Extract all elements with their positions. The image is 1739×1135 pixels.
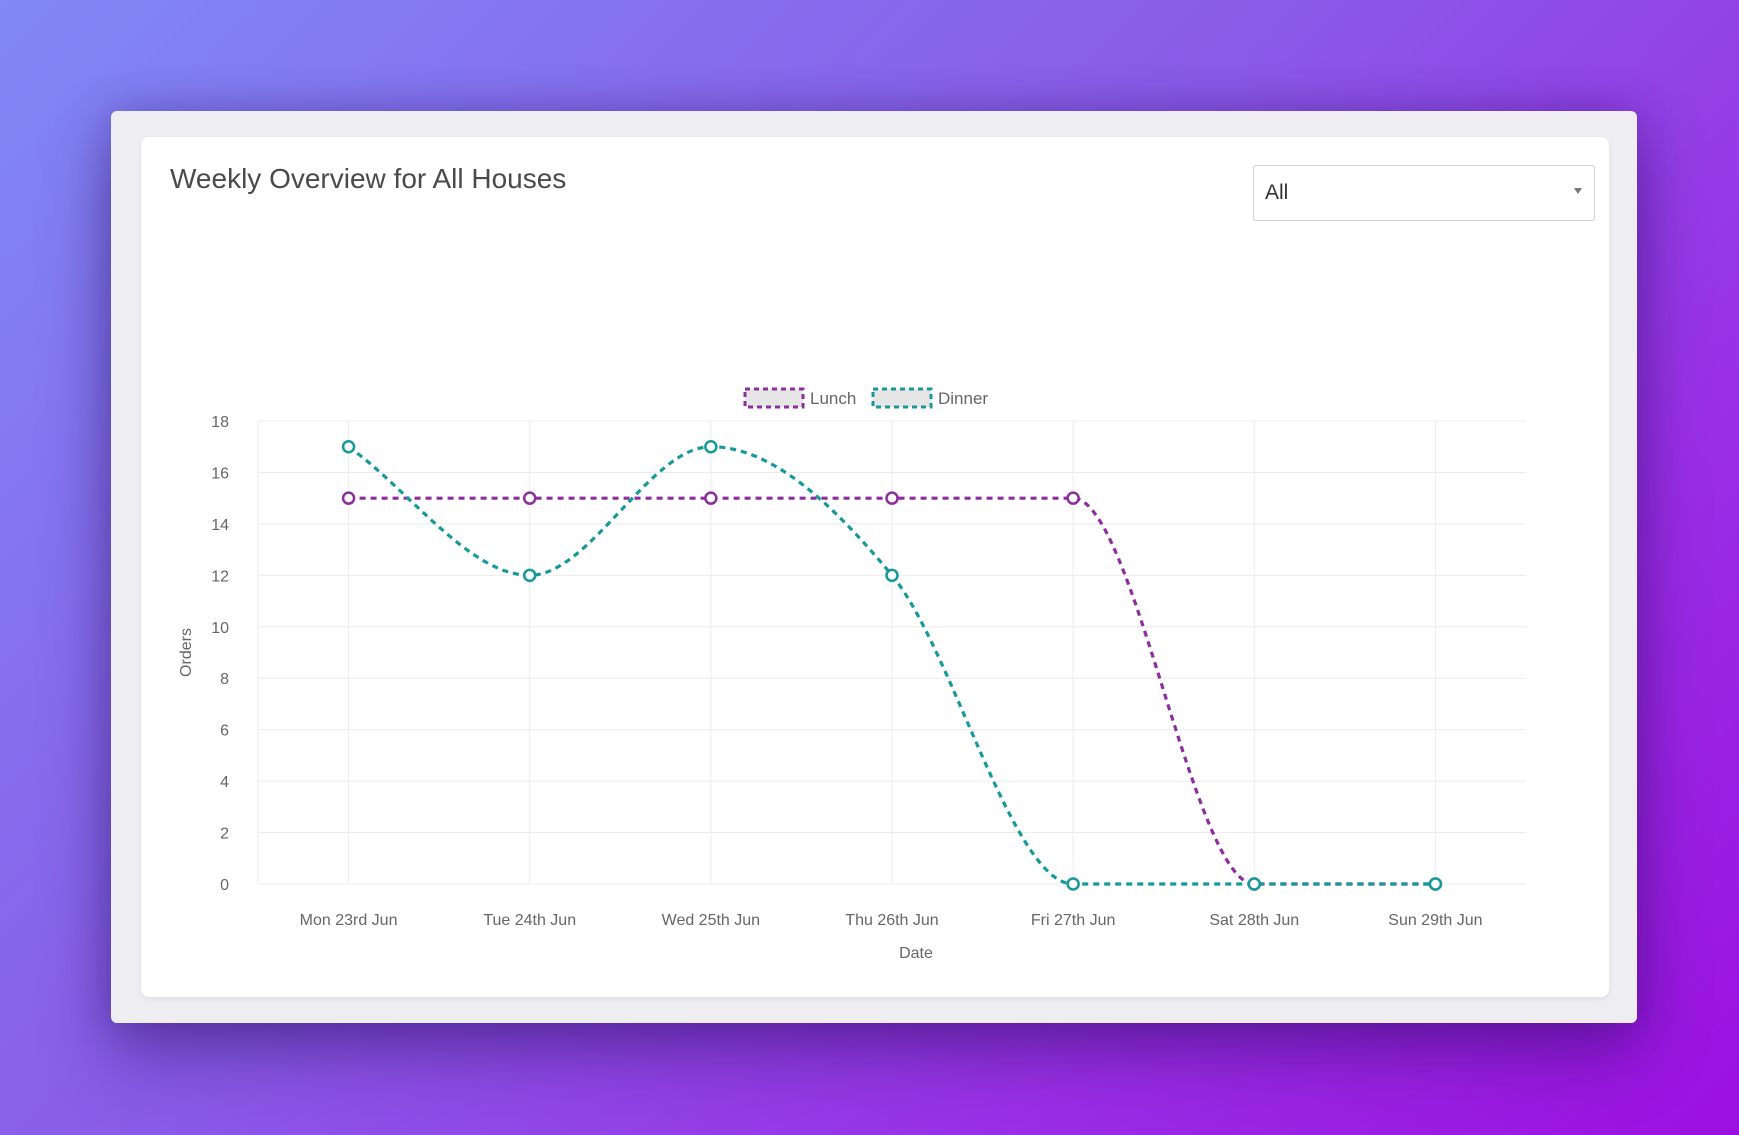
lunch-legend-label: Lunch [810,389,856,408]
y-axis-title: Orders [178,628,195,677]
dinner-data-point [885,568,899,583]
chart-legend: Lunch Dinner [743,387,988,409]
lunch-data-point [885,491,899,505]
y-tick-label: 2 [220,826,229,843]
x-tick-label: Tue 24th Jun [483,912,576,929]
chart-axes: 0 2 4 6 8 10 12 14 16 18 Mon 23rd Jun Tue 24th Jun W… [178,414,1483,962]
lunch-data-point [522,491,537,505]
lunch-data-point [341,491,356,505]
x-tick-label: Mon 23rd Jun [300,912,398,929]
dinner-data-point [704,439,718,454]
weekly-overview-card: Weekly Overview for All Houses All [141,137,1609,997]
y-tick-label: 8 [220,671,229,688]
y-tick-label: 0 [220,877,229,894]
y-tick-label: 10 [211,620,229,637]
lunch-data-point [1066,491,1080,505]
dinner-data-point [1428,877,1443,891]
x-tick-label: Sat 28th Jun [1209,912,1299,929]
y-tick-label: 12 [211,568,229,585]
lunch-legend-swatch [743,387,805,409]
dinner-data-point [341,439,356,454]
chevron-down-icon [1574,188,1582,194]
chart-grid [257,420,1526,885]
lunch-data-point [704,491,718,505]
y-tick-label: 4 [220,774,229,791]
x-tick-label: Thu 26th Jun [845,912,938,929]
chart-series [341,439,1443,891]
y-tick-label: 6 [220,723,229,740]
dinner-data-point [1247,877,1262,891]
house-filter-value: All [1265,181,1289,204]
y-tick-label: 14 [211,517,229,534]
dinner-data-point [522,568,537,583]
x-tick-label: Sun 29th Jun [1388,912,1482,929]
card-title: Weekly Overview for All Houses [170,163,567,194]
x-tick-label: Fri 27th Jun [1031,912,1115,929]
y-tick-label: 16 [211,465,229,482]
dinner-data-point [1066,877,1080,891]
x-tick-label: Wed 25th Jun [662,912,760,929]
y-tick-label: 18 [211,414,229,431]
dinner-legend-swatch [871,387,933,409]
house-filter-select[interactable]: All [1253,165,1595,221]
dinner-legend-label: Dinner [938,389,988,408]
x-axis-title: Date [899,945,933,962]
